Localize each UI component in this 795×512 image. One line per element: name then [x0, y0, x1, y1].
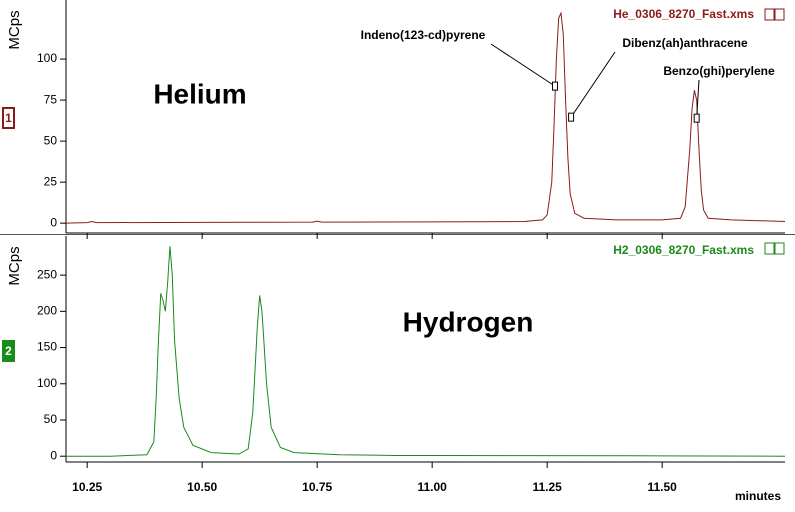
y-tick-label: 25 — [44, 174, 58, 188]
leader-line — [696, 79, 700, 119]
data-line — [65, 11, 786, 224]
leader-line — [570, 51, 616, 118]
y-tick-label: 50 — [44, 133, 58, 147]
x-tick-label: 11.50 — [647, 480, 677, 494]
peak-marker — [568, 112, 575, 122]
panel-number-box — [2, 340, 15, 362]
x-tick-label: 10.50 — [187, 480, 217, 494]
x-tick-label: 11.25 — [532, 480, 562, 494]
y-axis-label: MCps — [6, 246, 23, 285]
file-title: H2_0306_8270_Fast.xms — [613, 243, 754, 257]
x-tick-label: 11.00 — [417, 480, 447, 494]
y-tick-label: 0 — [50, 215, 57, 229]
y-tick-label: 100 — [37, 51, 57, 65]
peak-label: Benzo(ghi)perylene — [663, 64, 775, 78]
peak-label: Dibenz(ah)anthracene — [622, 36, 748, 50]
panel-number: 1 — [5, 111, 12, 125]
y-tick-label: 50 — [44, 412, 58, 426]
icon[interactable] — [774, 242, 785, 255]
y-tick-label: 0 — [50, 448, 57, 462]
gas-label: Helium — [153, 78, 246, 109]
x-tick-label: 10.25 — [72, 480, 102, 494]
peak-marker — [693, 113, 700, 123]
x-axis-label: minutes — [735, 489, 781, 503]
y-tick-label: 250 — [37, 267, 57, 281]
leader-line — [490, 43, 556, 87]
gas-label: Hydrogen — [403, 306, 534, 337]
y-tick-label: 75 — [44, 92, 58, 106]
y-axis-label: MCps — [6, 10, 23, 49]
panel-number: 2 — [5, 344, 12, 358]
peak-marker — [551, 81, 558, 91]
y-tick-label: 150 — [37, 340, 57, 354]
icon[interactable] — [764, 8, 775, 21]
peak-label: Indeno(123-cd)pyrene — [361, 28, 486, 42]
file-title: He_0306_8270_Fast.xms — [613, 7, 754, 21]
icon[interactable] — [774, 8, 785, 21]
y-tick-label: 200 — [37, 304, 57, 318]
panel-number-box — [2, 107, 15, 129]
y-tick-label: 100 — [37, 376, 57, 390]
data-line — [66, 246, 786, 457]
window-icons[interactable] — [764, 8, 785, 255]
x-tick-label: 10.75 — [302, 480, 332, 494]
icon[interactable] — [764, 242, 775, 255]
